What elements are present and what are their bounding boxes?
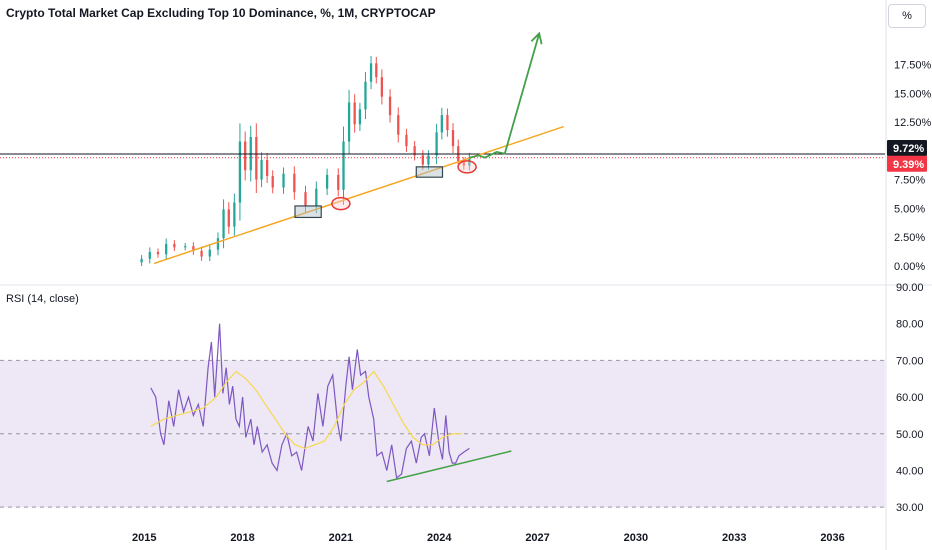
time-axis[interactable]: 2015 2018 2021 2024 2027 2030 2033 2036 [132,532,845,544]
candle-body [244,141,247,171]
candle-body [255,136,258,180]
candle-body [427,155,430,165]
candle-body [325,174,329,189]
candle-body [216,238,220,250]
rsi-trendline[interactable] [386,450,512,483]
rsi-axis-tick: 50.00 [896,429,924,441]
last-price-badge [887,139,927,156]
candle-body [233,202,236,227]
candle-body [315,188,318,206]
price-axis-tick: 7.50% [894,175,925,187]
candle-body [405,134,408,147]
rsi-indicator-label[interactable]: RSI (14, close) [6,293,79,305]
candle-body [265,159,269,177]
price-axis-tick: 5.00% [894,203,925,215]
candle-body [462,161,465,166]
time-axis-tick: 2021 [329,532,353,544]
candle-body [435,132,438,156]
time-axis-tick: 2024 [427,532,452,544]
candle-body [451,130,455,147]
time-axis-tick: 2027 [525,532,549,544]
chart-title: Crypto Total Market Cap Excluding Top 10… [6,6,436,20]
candle-body [282,173,285,188]
price-badge-label: 9.39% [893,159,924,171]
highlight-box[interactable] [415,166,444,178]
projection-arrowhead [530,31,543,45]
highlight-ellipse[interactable] [457,160,477,174]
candle-body [440,115,443,133]
support-trendline[interactable] [153,125,565,265]
time-axis-tick: 2018 [230,532,254,544]
candle-body [375,63,378,78]
highlight-box[interactable] [294,205,322,219]
candle-body [184,246,187,248]
candle-body [293,173,296,193]
time-axis-tick: 2036 [820,532,844,544]
candle-body [192,246,195,251]
time-axis-tick: 2033 [722,532,746,544]
price-axis-tick: 15.00% [894,88,932,100]
rsi-axis-tick: 40.00 [896,465,924,477]
candle-body [369,63,373,82]
candle-body [446,115,449,131]
candle-body [140,258,143,263]
projection-arrow[interactable] [469,33,541,159]
current-price-badge [887,155,927,172]
candle-body [342,141,345,190]
price-axis-tick: 2.50% [894,232,925,244]
candle-body [165,243,168,255]
percent-scale-button[interactable]: % [888,4,926,28]
candle-body [380,77,384,97]
candle-body [156,251,160,255]
candle-body [227,209,230,227]
candle-body [337,174,340,190]
candle-body [238,141,242,203]
price-axis-tick: 12.50% [894,117,932,129]
candle-body [364,81,367,110]
rsi-axis-tick: 80.00 [896,319,924,331]
price-axis[interactable]: 0.00% 2.50% 5.00% 7.50% 12.50% 15.00% 17.50% 9.… [887,60,932,515]
rsi-line[interactable] [150,323,470,479]
candle-body [358,109,362,125]
candle-body [222,209,225,239]
price-axis-tick: 17.50% [894,60,932,72]
candle-body [260,159,263,180]
candle-body [388,96,392,116]
rsi-axis-tick: 70.00 [896,355,924,367]
candle-body [353,102,356,125]
candle-body [200,250,203,257]
candle-body [397,115,400,135]
candle-body [347,102,351,142]
rsi-pane[interactable] [0,323,885,508]
highlight-ellipse[interactable] [331,196,351,211]
candle-body [421,155,424,165]
candle-body [413,146,416,156]
candle-body [148,251,151,259]
candle-body [208,249,211,257]
time-axis-tick: 2030 [624,532,648,544]
rsi-ma-line[interactable] [150,370,463,450]
candle-body [271,176,274,188]
candle-body [304,192,307,206]
price-badge-label: 9.72% [893,143,924,155]
rsi-axis-tick: 60.00 [896,392,924,404]
price-axis-tick: 0.00% [894,261,925,273]
time-axis-tick: 2015 [132,532,156,544]
candle-body [173,243,176,248]
rsi-axis-tick: 90.00 [896,282,924,294]
rsi-axis-tick: 30.00 [896,502,924,514]
